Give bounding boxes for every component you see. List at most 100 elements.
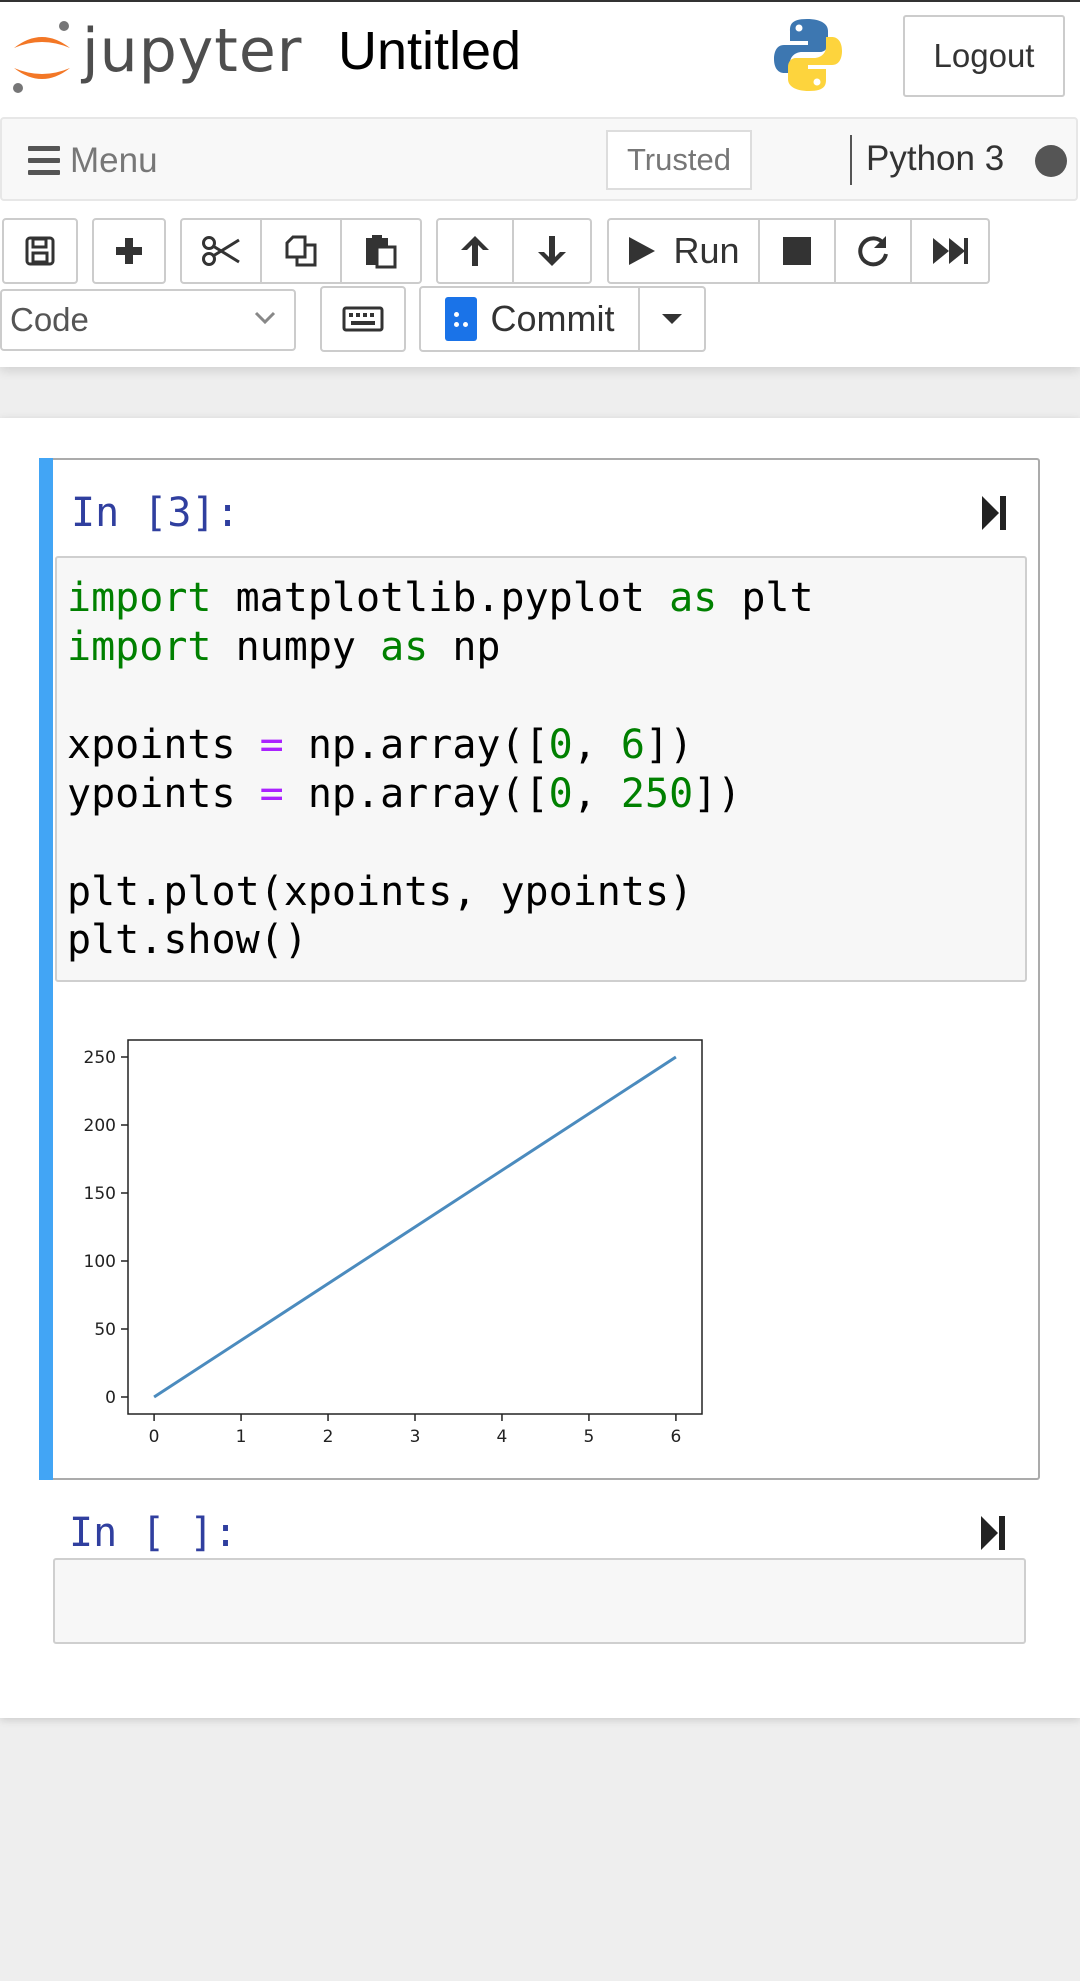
x-tick-label: 2 <box>323 1427 334 1447</box>
insert-cell-button[interactable] <box>92 218 166 284</box>
move-cell-down-button[interactable] <box>514 218 592 284</box>
code-line-4: xpoints = np.array([0, 6]) <box>67 721 693 769</box>
y-tick-label: 50 <box>94 1320 116 1340</box>
jupyter-logo-icon <box>13 21 70 93</box>
code-number: 250 <box>620 771 694 817</box>
interrupt-kernel-button[interactable] <box>760 218 836 284</box>
x-axis-ticks: 0 1 2 3 4 5 6 <box>149 1414 681 1447</box>
commit-label: Commit <box>490 298 615 339</box>
input-prompt-empty: In [ ]: <box>69 1510 238 1556</box>
x-tick-label: 1 <box>236 1427 247 1447</box>
notebook-header: jupyter Untitled Logout Menu Trusted Pyt… <box>0 0 1080 367</box>
restart-icon <box>858 236 888 267</box>
chevron-down-icon <box>254 311 276 325</box>
python-logo-icon <box>774 19 842 91</box>
code-text: ]) <box>693 771 742 817</box>
code-text: numpy <box>211 624 381 670</box>
trusted-indicator[interactable]: Trusted <box>606 130 752 190</box>
run-cell-icon[interactable] <box>980 1514 1006 1552</box>
code-operator: = <box>259 771 284 817</box>
code-number: 0 <box>548 722 573 768</box>
x-tick-label: 3 <box>410 1427 421 1447</box>
notebook-title[interactable]: Untitled <box>338 21 522 81</box>
code-keyword: import <box>67 575 212 621</box>
code-text: ]) <box>645 722 694 768</box>
commit-dropdown-button[interactable] <box>640 286 706 352</box>
code-number: 0 <box>548 771 573 817</box>
code-text: ypoints <box>67 771 260 817</box>
run-label: Run <box>673 230 740 271</box>
command-palette-button[interactable] <box>320 286 406 352</box>
cut-icon <box>202 236 240 266</box>
code-text: , <box>572 771 621 817</box>
code-line-2: import numpy as np <box>67 623 501 671</box>
keyboard-icon <box>342 306 384 332</box>
code-text: np <box>428 624 501 670</box>
jupyter-logo-text: jupyter <box>82 16 303 86</box>
kernel-status-indicator-icon <box>1035 145 1067 177</box>
run-cell-icon[interactable] <box>981 494 1007 532</box>
code-text: , <box>572 722 621 768</box>
menu-toggle-button[interactable]: Menu <box>28 139 158 183</box>
menu-label: Menu <box>70 141 158 180</box>
y-axis-ticks: 0 50 100 150 200 250 <box>84 1048 128 1408</box>
input-prompt: In [3]: <box>71 490 240 536</box>
y-tick-label: 100 <box>84 1252 116 1272</box>
paste-button[interactable] <box>342 218 422 284</box>
cut-button[interactable] <box>180 218 262 284</box>
code-line-5: ypoints = np.array([0, 250]) <box>67 770 741 818</box>
code-keyword: import <box>67 624 212 670</box>
restart-run-all-button[interactable] <box>912 218 990 284</box>
code-keyword: as <box>380 624 429 670</box>
x-tick-label: 4 <box>497 1427 508 1447</box>
code-text: np.array([ <box>283 771 549 817</box>
notebook-container: In [3]: import matplotlib.pyplot as plt … <box>0 418 1080 1718</box>
fast-forward-icon <box>933 238 968 264</box>
selected-cell-indicator <box>39 458 53 1480</box>
x-tick-label: 5 <box>584 1427 595 1447</box>
caret-down-icon <box>662 314 682 324</box>
code-text: np.array([ <box>283 722 549 768</box>
y-tick-label: 150 <box>84 1184 116 1204</box>
code-text: xpoints <box>67 722 260 768</box>
empty-code-editor[interactable] <box>53 1558 1026 1644</box>
y-tick-label: 250 <box>84 1048 116 1068</box>
top-bar: jupyter Untitled Logout <box>0 0 1080 115</box>
series-line <box>153 1055 677 1399</box>
cell-type-value: Code <box>10 301 89 338</box>
plot-output: 0 1 2 3 4 5 6 0 50 100 150 200 250 <box>84 1039 703 1447</box>
run-icon <box>629 237 656 265</box>
commit-icon <box>444 297 477 341</box>
code-line-7: plt.plot(xpoints, ypoints) <box>67 869 694 915</box>
restart-kernel-button[interactable] <box>836 218 912 284</box>
x-tick-label: 0 <box>149 1427 160 1447</box>
arrow-up-icon <box>461 236 489 266</box>
code-text: matplotlib.pyplot <box>211 575 670 621</box>
menubar: Menu Trusted Python 3 <box>0 117 1078 201</box>
copy-button[interactable] <box>262 218 342 284</box>
kernel-name[interactable]: Python 3 <box>866 139 1005 178</box>
run-button[interactable]: Run <box>607 218 760 284</box>
move-cell-up-button[interactable] <box>436 218 514 284</box>
jupyter-logo[interactable]: jupyter <box>10 16 301 96</box>
plot-series <box>153 1055 677 1399</box>
y-tick-label: 0 <box>105 1388 116 1408</box>
commit-button[interactable]: Commit <box>419 286 640 352</box>
code-line-1: import matplotlib.pyplot as plt <box>67 574 814 622</box>
logout-button[interactable]: Logout <box>903 15 1065 97</box>
copy-icon <box>285 235 317 267</box>
paste-icon <box>366 235 397 269</box>
arrow-down-icon <box>538 236 566 266</box>
code-cell-selected[interactable]: In [3]: import matplotlib.pyplot as plt … <box>39 458 1040 1480</box>
plus-icon <box>116 238 142 264</box>
code-keyword: as <box>669 575 718 621</box>
kernel-separator <box>850 135 852 185</box>
cell-type-select[interactable]: Code <box>0 289 296 351</box>
code-text: plt <box>717 575 814 621</box>
code-editor[interactable]: import matplotlib.pyplot as plt import n… <box>55 556 1027 982</box>
save-button[interactable] <box>2 218 78 284</box>
stop-icon <box>783 237 811 265</box>
code-operator: = <box>259 722 284 768</box>
save-icon <box>25 236 55 266</box>
x-tick-label: 6 <box>670 1427 681 1447</box>
